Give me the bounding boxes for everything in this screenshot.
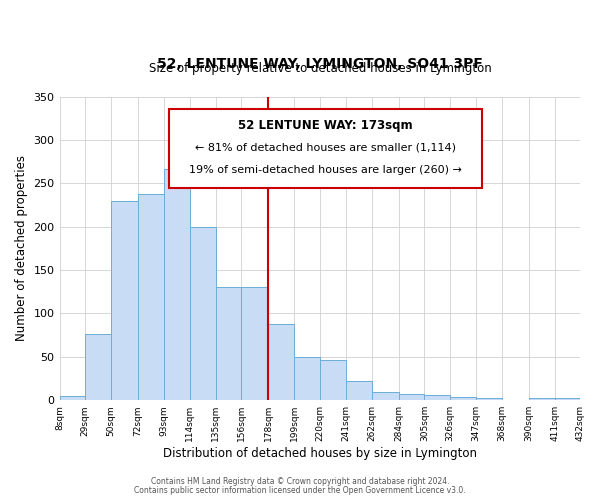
Bar xyxy=(450,396,476,400)
Bar xyxy=(111,201,138,400)
Bar xyxy=(241,286,268,400)
Bar xyxy=(190,227,215,400)
Bar xyxy=(554,398,580,400)
Text: ← 81% of detached houses are smaller (1,114): ← 81% of detached houses are smaller (1,… xyxy=(195,142,456,152)
Bar xyxy=(85,334,111,400)
Bar xyxy=(268,324,294,400)
Text: Contains public sector information licensed under the Open Government Licence v3: Contains public sector information licen… xyxy=(134,486,466,495)
Bar xyxy=(346,381,371,400)
Bar xyxy=(59,396,85,400)
Bar xyxy=(529,398,554,400)
Text: 52, LENTUNE WAY, LYMINGTON, SO41 3PF: 52, LENTUNE WAY, LYMINGTON, SO41 3PF xyxy=(157,57,483,71)
Bar xyxy=(138,194,164,400)
Bar xyxy=(164,168,190,400)
Bar xyxy=(320,360,346,400)
X-axis label: Distribution of detached houses by size in Lymington: Distribution of detached houses by size … xyxy=(163,447,477,460)
Bar xyxy=(398,394,424,400)
Text: Contains HM Land Registry data © Crown copyright and database right 2024.: Contains HM Land Registry data © Crown c… xyxy=(151,477,449,486)
Text: 52 LENTUNE WAY: 173sqm: 52 LENTUNE WAY: 173sqm xyxy=(238,120,413,132)
FancyBboxPatch shape xyxy=(169,109,482,188)
Title: Size of property relative to detached houses in Lymington: Size of property relative to detached ho… xyxy=(149,62,491,74)
Bar xyxy=(371,392,398,400)
Bar xyxy=(476,398,502,400)
Y-axis label: Number of detached properties: Number of detached properties xyxy=(15,156,28,342)
Text: 19% of semi-detached houses are larger (260) →: 19% of semi-detached houses are larger (… xyxy=(189,165,461,175)
Bar xyxy=(294,357,320,400)
Bar xyxy=(215,286,241,400)
Bar xyxy=(424,395,450,400)
